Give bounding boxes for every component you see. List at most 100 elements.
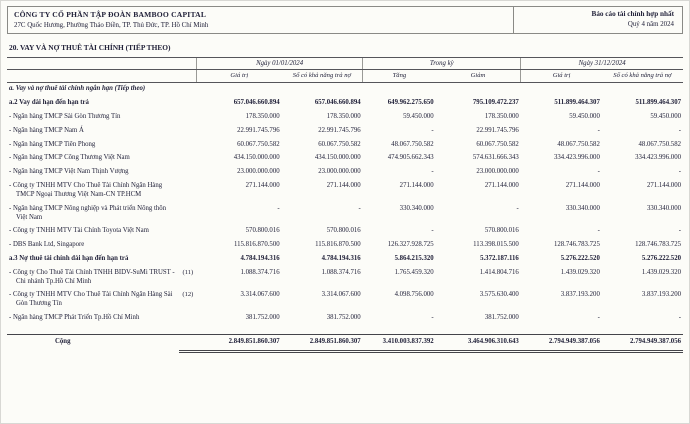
row-value: 115.816.870.500 [233, 241, 280, 249]
row-note [179, 253, 196, 267]
col-group-period: Trong kỳ [362, 56, 521, 70]
row-label: - DBS Bank Ltd, Singapore [9, 241, 85, 249]
row-value: 2.849.851.860.307 [196, 333, 282, 354]
row-value: 3.410.003.837.392 [362, 333, 436, 354]
row-note [179, 225, 196, 239]
row-label: - Công ty Cho Thuê Tài Chính TNHH BIDV-S… [9, 268, 175, 285]
row-value [521, 82, 602, 96]
row-value: 3.837.193.200 [641, 291, 681, 299]
row-value: 570.800.016 [484, 227, 519, 235]
row-note: (11) [182, 268, 194, 276]
row-value: 271.144.000 [565, 182, 600, 190]
row-note [179, 239, 196, 253]
row-value: 474.905.662.343 [387, 154, 434, 162]
row-label: - Công ty TNHH MTV Tài Chính Toyota Việt… [9, 227, 149, 235]
row-value: 1.765.459.320 [394, 268, 434, 276]
column-group-row: Ngày 01/01/2024 Trong kỳ Ngày 31/12/2024 [7, 56, 683, 70]
row-label: - Công ty TNHH MTV Cho Thuê Tài Chính Ng… [9, 291, 173, 308]
row-value: 657.046.660.894 [233, 99, 280, 107]
row-label: Cộng [7, 333, 180, 352]
row-label: - Ngân hàng TMCP Sài Gòn Thương Tín [9, 112, 121, 120]
row-value: - [277, 204, 280, 212]
row-value: - [431, 168, 434, 176]
table-row: - Ngân hàng TMCP Nam Á 22.991.745.796 22.9… [7, 124, 683, 138]
row-note [179, 202, 196, 225]
row-value: 570.800.016 [245, 227, 280, 235]
table-row: - Ngân hàng TMCP Sài Gòn Thương Tín 178.3… [7, 110, 683, 124]
row-value: - [516, 204, 519, 212]
row-value: - [597, 168, 600, 176]
company-name: CÔNG TY CỔ PHẦN TẬP ĐOÀN BAMBOO CAPITAL [14, 10, 207, 19]
row-value: 1.088.374.716 [321, 268, 361, 276]
table-row: - Công ty TNHH MTV Tài Chính Toyota Việt… [7, 225, 683, 239]
row-label: - Công ty TNHH MTV Cho Thuê Tài Chính Ng… [9, 182, 163, 198]
row-value: 271.144.000 [245, 182, 280, 190]
note-column-header [179, 56, 197, 70]
table-row: - Ngân hàng TMCP Nông nghiệp và Phát tri… [7, 202, 683, 225]
loans-table: Ngày 01/01/2024 Trong kỳ Ngày 31/12/2024… [7, 56, 683, 354]
row-value: 22.991.745.796 [476, 126, 519, 134]
row-value: 22.991.745.796 [237, 126, 280, 134]
table-row: - Ngân hàng TMCP Tiên Phong 60.067.750.58… [7, 138, 683, 152]
column-header-row: Giá trị Số có khả năng trả nợ Tăng Giảm … [7, 69, 683, 83]
row-note: (12) [182, 291, 194, 299]
row-label: - Ngân hàng TMCP Việt Nam Thịnh Vượng [9, 168, 129, 176]
table-row: Cộng 2.849.851.860.307 2.849.851.860.307 3.… [7, 333, 683, 354]
row-value: - [431, 126, 434, 134]
row-value: - [597, 227, 600, 235]
row-label: a.2 Vay dài hạn đến hạn trả [9, 99, 89, 107]
row-value: 330.340.000 [647, 204, 681, 212]
section-title: 20. VAY VÀ NỢ THUÊ TÀI CHÍNH (TIẾP THEO) [9, 42, 171, 52]
row-value: 115.816.870.500 [315, 241, 361, 249]
row-value: 381.752.000 [245, 314, 280, 322]
row-note [179, 82, 196, 96]
row-value: 178.350.000 [326, 112, 361, 120]
row-label: - Ngân hàng TMCP Nông nghiệp và Phát tri… [9, 204, 167, 221]
row-value: 113.398.015.500 [473, 241, 519, 249]
row-value: 23.000.000.000 [318, 168, 361, 176]
row-value: 271.144.000 [647, 182, 681, 190]
row-value [197, 82, 282, 96]
row-value: 5.864.215.320 [394, 255, 434, 262]
row-value: - [678, 314, 681, 322]
row-value [363, 82, 436, 96]
col-header-payable-closing: Số có khả năng trả nợ [601, 69, 683, 83]
table-row: - Công ty TNHH MTV Cho Thuê Tài Chính Ng… [7, 180, 683, 203]
row-value: 5.276.222.520 [641, 255, 681, 262]
row-value: - [597, 314, 600, 322]
table-header: Ngày 01/01/2024 Trong kỳ Ngày 31/12/2024… [7, 56, 683, 83]
row-value: - [431, 314, 434, 322]
row-value: 1.414.804.716 [479, 268, 519, 276]
document-header: CÔNG TY CỔ PHẦN TẬP ĐOÀN BAMBOO CAPITAL … [7, 6, 683, 34]
table-row: a. Vay và nợ thuê tài chính ngắn hạn (Ti… [7, 82, 683, 96]
row-value: 381.752.000 [326, 314, 361, 322]
row-value: 2.794.949.387.056 [601, 333, 683, 354]
col-header-payable-opening: Số có khả năng trả nợ [281, 69, 363, 83]
row-value: 178.350.000 [245, 112, 280, 120]
report-block: Báo cáo tài chính hợp nhất Quý 4 năm 202… [514, 7, 682, 33]
row-value: 434.150.000.000 [233, 154, 280, 162]
row-value: 3.314.067.600 [240, 291, 280, 299]
row-note [179, 312, 196, 326]
row-value: 59.450.000 [569, 112, 600, 120]
row-value: 330.340.000 [565, 204, 600, 212]
row-value: 334.423.996.000 [553, 154, 600, 162]
row-value: 271.144.000 [399, 182, 434, 190]
table-row: - Công ty TNHH MTV Cho Thuê Tài Chính Ng… [7, 289, 683, 312]
row-value: 128.746.783.725 [635, 241, 681, 249]
report-period: Quý 4 năm 2024 [627, 20, 674, 28]
row-value: 1.439.029.320 [560, 268, 600, 276]
row-value: 59.450.000 [650, 112, 681, 120]
row-value: 657.046.660.894 [314, 99, 361, 107]
row-value: 60.067.750.582 [318, 140, 361, 148]
row-note [179, 124, 196, 138]
row-value: - [358, 204, 361, 212]
row-label: a. Vay và nợ thuê tài chính ngắn hạn (Ti… [9, 85, 146, 93]
row-value: 3.575.630.400 [479, 291, 519, 299]
table-row: - Ngân hàng TMCP Việt Nam Thịnh Vượng 23.… [7, 166, 683, 180]
row-label: - Ngân hàng TMCP Tiên Phong [9, 140, 96, 148]
row-value [282, 82, 363, 96]
table-row: a.3 Nợ thuê tài chính dài hạn đến hạn tr… [7, 253, 683, 267]
row-value: 128.746.783.725 [553, 241, 600, 249]
